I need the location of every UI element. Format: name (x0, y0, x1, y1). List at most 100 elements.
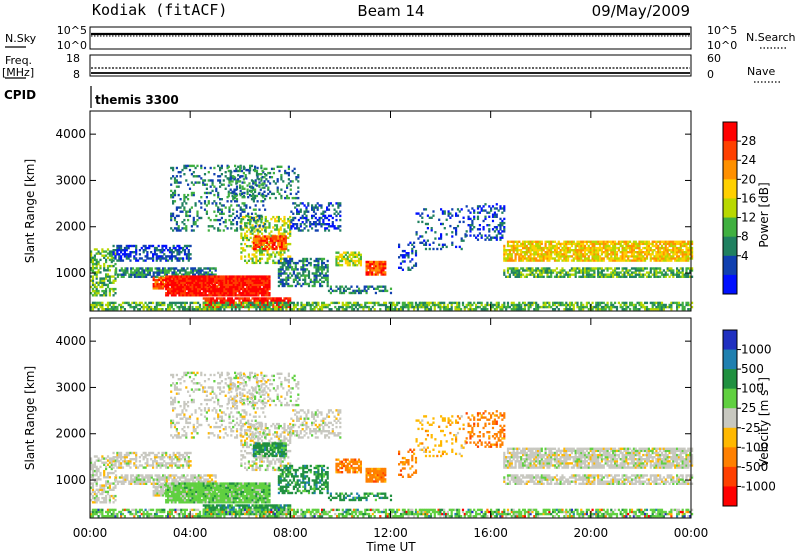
power-cell (320, 223, 323, 226)
power-cell (647, 275, 650, 278)
power-cell (329, 287, 332, 290)
power-cell (647, 253, 650, 256)
power-cell (293, 171, 296, 175)
power-cell (161, 251, 164, 254)
power-cell (559, 249, 562, 252)
power-cell (561, 269, 564, 272)
power-cell (275, 224, 279, 227)
power-cell (520, 242, 523, 246)
power-cell (250, 164, 254, 168)
power-cell (685, 244, 688, 248)
power-cell (135, 253, 138, 256)
power-cell (294, 206, 297, 209)
power-cell (175, 223, 178, 226)
power-cell (553, 244, 557, 248)
power-cell (531, 253, 534, 256)
power-cell (215, 285, 218, 289)
power-cell (165, 257, 168, 260)
power-cell (344, 253, 347, 256)
power-cell (318, 204, 321, 207)
power-cell (268, 305, 271, 309)
power-cell (469, 226, 472, 229)
power-cell (587, 251, 590, 254)
power-cell (374, 267, 377, 270)
power-cell (242, 217, 245, 221)
power-cell (260, 243, 263, 246)
power-cell (666, 273, 669, 276)
power-cell (578, 275, 581, 278)
power-cell (238, 283, 241, 287)
power-cell (220, 216, 223, 220)
power-cell (245, 283, 249, 287)
power-cell (421, 216, 424, 219)
power-cell (255, 297, 258, 300)
power-cell (347, 303, 350, 307)
power-cell (659, 246, 662, 250)
power-cell (235, 188, 238, 191)
power-cell (538, 255, 542, 258)
power-cell (542, 269, 545, 272)
power-cell (356, 303, 359, 307)
power-cell (287, 305, 290, 309)
power-cell (527, 267, 530, 270)
power-cell (309, 221, 312, 224)
power-cell (279, 261, 282, 265)
power-cell (593, 267, 596, 270)
power-cell (290, 227, 293, 230)
power-cell (118, 255, 121, 258)
power-cell (103, 277, 106, 280)
power-cell (327, 214, 331, 218)
power-cell (333, 227, 336, 230)
power-cell (302, 261, 305, 265)
power-cell (268, 297, 271, 300)
power-cell (232, 281, 235, 284)
power-cell (529, 273, 532, 276)
power-cell (273, 239, 276, 242)
power-cell (275, 228, 279, 231)
power-cell (657, 259, 660, 262)
power-cell (367, 267, 370, 270)
power-cell (647, 246, 650, 250)
power-cell (591, 257, 594, 260)
power-cell (200, 285, 203, 289)
power-cell (242, 305, 245, 309)
power-cell (401, 301, 404, 305)
power-cell (283, 264, 286, 267)
power-cell (165, 269, 168, 272)
power-cell (630, 251, 634, 254)
power-cell (384, 285, 387, 288)
power-cell (253, 294, 256, 297)
power-cell (514, 253, 517, 256)
power-cell (271, 241, 274, 244)
power-cell (170, 255, 173, 258)
power-cell (182, 283, 185, 287)
power-cell (143, 273, 146, 276)
power-cell (158, 276, 161, 280)
power-cell (290, 210, 293, 213)
power-cell (382, 269, 385, 272)
power-cell (194, 181, 197, 184)
power-cell (311, 272, 314, 275)
power-cell (302, 274, 305, 277)
power-cell (306, 259, 309, 263)
power-cell (256, 239, 259, 242)
power-cell (214, 287, 217, 291)
power-cell (491, 219, 495, 223)
power-cell (449, 216, 452, 219)
power-cell (382, 289, 385, 293)
power-cell (116, 253, 119, 256)
power-cell (482, 228, 485, 231)
power-cell (679, 275, 682, 278)
power-cell (313, 280, 316, 284)
power-cell (170, 214, 173, 218)
power-cell (266, 289, 269, 293)
power-cell (215, 287, 218, 291)
power-cell (187, 285, 190, 289)
power-cell (520, 273, 523, 276)
power-cell (217, 289, 220, 293)
power-cell (190, 271, 193, 274)
power-cell (578, 240, 581, 243)
power-cell (260, 173, 263, 176)
power-cell (376, 287, 379, 290)
power-cell (516, 251, 519, 254)
